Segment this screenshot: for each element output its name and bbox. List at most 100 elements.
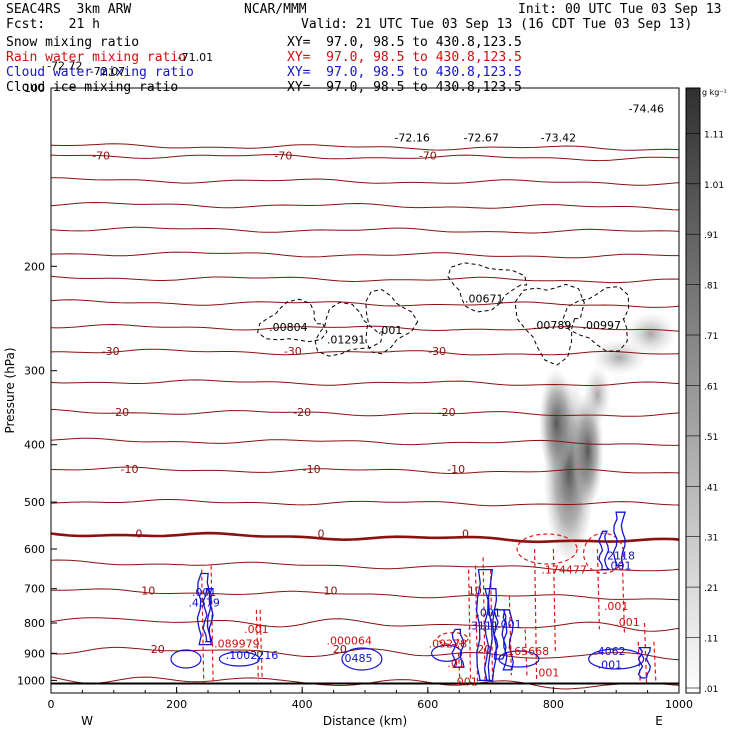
ice-contour-1 [314,301,384,357]
rain-contour-16 [643,622,648,684]
extreme-label-15: .001 [607,560,632,573]
temp-contour-label: 10 [468,585,482,598]
temp-contour--72 [51,143,679,151]
temp-contour--55 [51,226,679,234]
extreme-label-11: .00789 [533,319,572,332]
west-label: W [81,714,93,728]
y-axis-label: Pressure (hPa) [3,347,17,433]
rain-contour-11 [534,548,538,681]
temp-contour-label: -70 [274,150,292,163]
colorbar-label: .31 [704,534,718,544]
temp-contour--5 [51,499,679,507]
temp-contour-15 [51,617,679,632]
rain-contour-1 [210,565,214,684]
temp-contour-label: -20 [438,406,456,419]
rain-contour-14 [621,565,626,636]
rain-contour-5 [468,569,472,684]
colorbar-label: .11 [704,635,718,645]
rain-loop-1 [582,532,625,574]
extreme-label-34: .001 [453,676,478,689]
temp-contour-label: 20 [477,643,491,656]
temp-contour--20 [51,408,679,417]
y-tick-label: 100 [24,82,45,95]
y-tick-label: 900 [24,647,45,660]
header-line-1-right: Init: 00 UTC Tue 03 Sep 13 [518,2,722,17]
temp-contour--35 [51,323,679,332]
temp-contour--15 [51,437,679,446]
field-snow-xy: XY= 97.0, 98.5 to 430.8,123.5 [287,35,522,50]
header-line-2-left: Fcst: 21 h [6,17,100,32]
x-tick-label: 1000 [665,698,693,711]
extreme-label-0: -72.72 [47,59,82,72]
colorbar-label: 1.01 [704,181,724,191]
rain-loop-0 [516,533,578,565]
header-line-2-right: Valid: 21 UTC Tue 03 Sep 13 (16 CDT Tue … [301,17,693,32]
extreme-label-25: .09278 [429,638,468,651]
rain-contour-12 [552,548,556,654]
extreme-label-20: .089979 [214,638,260,651]
cloudwater-loop-5 [498,650,540,668]
x-tick-label: 800 [543,698,564,711]
temp-contour-label: -10 [303,463,321,476]
cloudwater-loop-0 [170,649,202,669]
cloudwater-contour-5 [502,609,514,671]
rain-contour-9 [508,595,512,676]
y-tick-label: 200 [24,260,45,273]
temp-contour-label: -70 [419,150,437,163]
extreme-label-5: -73.42 [541,131,576,144]
rain-contour-3 [259,609,263,678]
temp-contour-label: 0 [462,528,469,541]
temp-contour-label: -10 [447,463,465,476]
cloudwater-contour-3 [483,588,498,682]
cloudwater-contour-2 [475,568,494,682]
temp-contour--45 [51,275,679,284]
cloudwater-contour-4 [493,609,507,660]
colorbar-label: .51 [704,433,718,443]
extreme-label-17: .001 [615,616,640,629]
temp-contour-label: -30 [284,345,302,358]
field-snow-name: Snow mixing ratio [6,35,140,50]
x-tick-label: 0 [48,698,55,711]
temp-contour--10 [51,466,679,475]
header-line-1-left: SEAC4RS 3km ARW [6,2,132,17]
extreme-label-29: .165668 [504,645,550,658]
temp-contour--50 [51,251,679,259]
colorbar-label: .71 [704,332,718,342]
y-tick-label: 400 [24,439,45,452]
extreme-label-7: .00804 [269,321,308,334]
colorbar [685,87,701,694]
extreme-label-2: -71.01 [178,51,213,64]
y-tick-label: 300 [24,365,45,378]
extreme-label-16: .001 [604,600,629,613]
temp-contour--70 [51,153,679,162]
extreme-label-30: .001 [535,667,560,680]
extreme-label-9: .001 [378,324,403,337]
temp-contour-10 [51,588,679,601]
y-tick-label: 800 [24,617,45,630]
y-tick-label: 500 [24,496,45,509]
extreme-label-13: .174477 [541,564,587,577]
cloudwater-loop-1 [218,651,260,667]
cloudwater-loop-4 [431,644,463,662]
extreme-label-21: .001 [244,623,269,636]
x-tick-label: 600 [417,698,438,711]
rain-contour-4 [457,638,461,684]
ice-contour-0 [257,298,328,343]
colorbar-unit: g kg⁻¹ [702,88,727,97]
east-label: E [655,714,663,728]
extreme-label-10: .00671 [465,292,504,305]
temp-contour-label: -30 [428,345,446,358]
temp-contour-label: 0 [135,528,142,541]
cloudwater-loop-3 [588,648,645,670]
extreme-label-12: .00997 [583,319,622,332]
extreme-label-32: .001 [598,659,623,672]
temp-contour-20 [51,646,679,661]
temp-contour-0 [51,531,679,544]
extreme-label-3: -72.16 [394,131,429,144]
ice-contour-2 [365,289,419,355]
y-tick-label: 1000 [17,674,45,687]
snow-shading-1 [538,362,575,473]
cloudwater-contour-1 [202,588,214,643]
temp-contour-label: 20 [151,643,165,656]
rain-contour-2 [255,609,259,681]
